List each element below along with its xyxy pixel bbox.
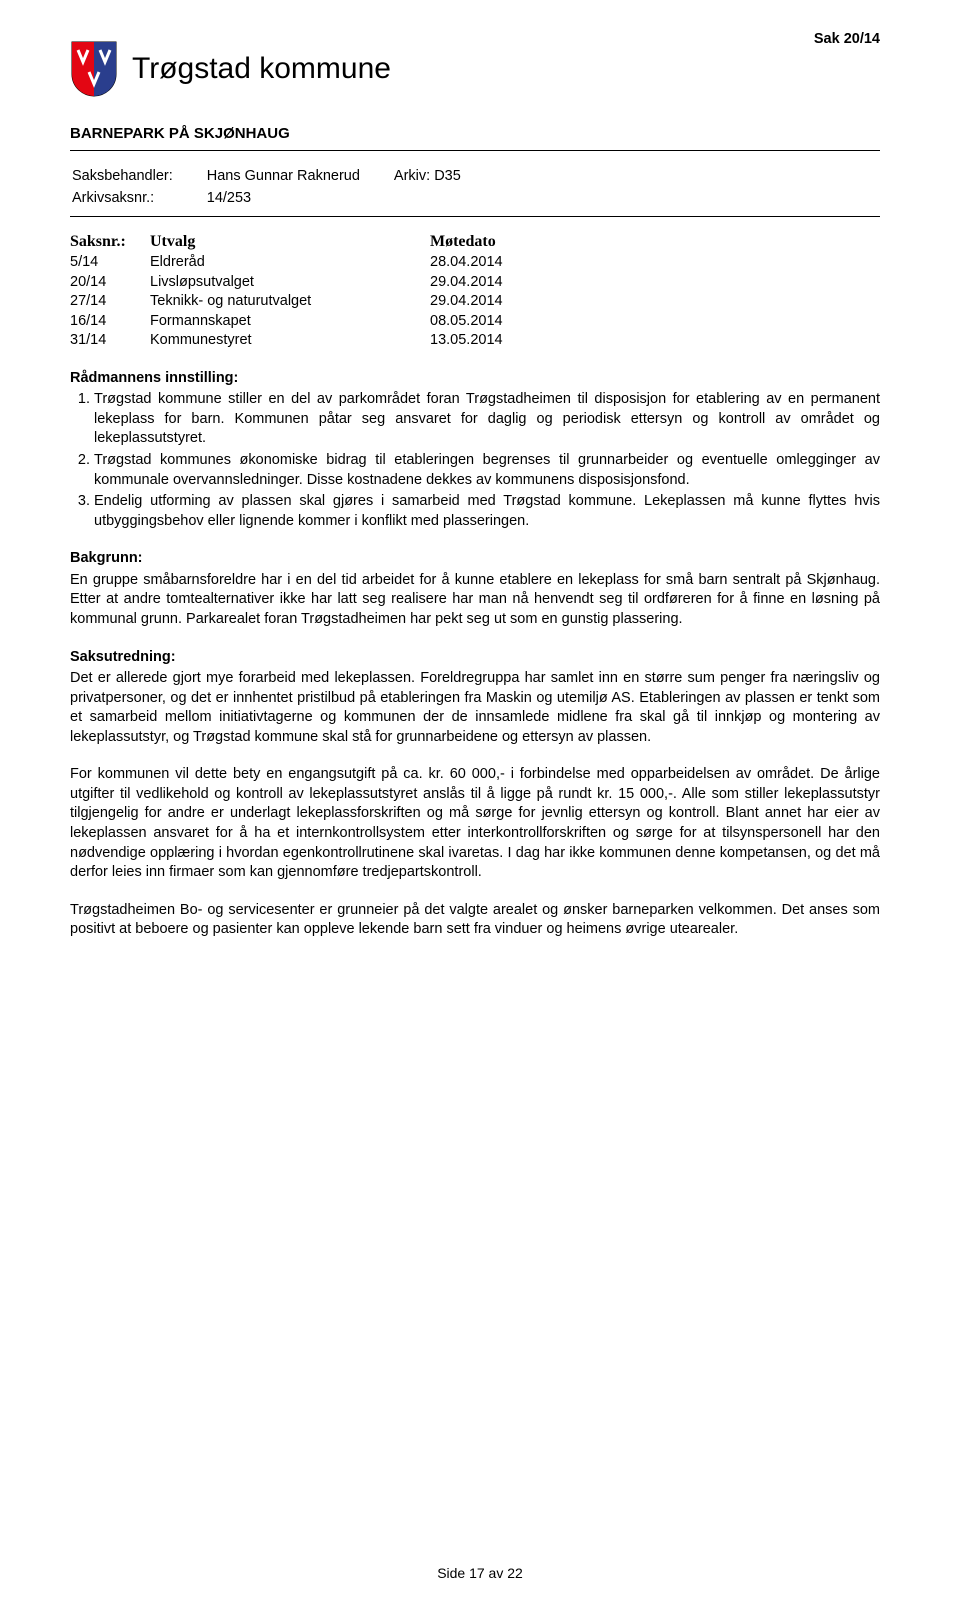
org-name: Trøgstad kommune: [132, 49, 391, 90]
committee-row: 5/14 Eldreråd 28.04.2014: [70, 253, 880, 273]
list-item: Trøgstad kommune stiller en del av parko…: [94, 390, 880, 449]
meta-label: Arkiv: D35: [394, 167, 493, 187]
col-header: Saksnr.:: [70, 231, 150, 253]
col-header: Møtedato: [430, 231, 496, 253]
cell: 28.04.2014: [430, 253, 503, 273]
case-title: BARNEPARK PÅ SKJØNHAUG: [70, 124, 880, 144]
cell: 13.05.2014: [430, 331, 503, 351]
paragraph: Trøgstadheimen Bo- og servicesenter er g…: [70, 901, 880, 940]
cell: Kommunestyret: [150, 331, 430, 351]
cell: 16/14: [70, 312, 150, 332]
divider: [70, 216, 880, 217]
list-item: Endelig utforming av plassen skal gjøres…: [94, 492, 880, 531]
cell: 5/14: [70, 253, 150, 273]
case-reference: Sak 20/14: [814, 30, 880, 50]
cell: Formannskapet: [150, 312, 430, 332]
cell: 20/14: [70, 273, 150, 293]
meta-label: Arkivsaksnr.:: [72, 189, 205, 209]
paragraph: For kommunen vil dette bety en engangsut…: [70, 765, 880, 882]
page-footer: Side 17 av 22: [0, 1564, 960, 1583]
org-header: Trøgstad kommune: [70, 40, 880, 98]
committee-row: 27/14 Teknikk- og naturutvalget 29.04.20…: [70, 292, 880, 312]
committee-row: 16/14 Formannskapet 08.05.2014: [70, 312, 880, 332]
cell: 29.04.2014: [430, 292, 503, 312]
cell: 31/14: [70, 331, 150, 351]
cell: 27/14: [70, 292, 150, 312]
divider: [70, 150, 880, 151]
section-heading: Bakgrunn:: [70, 549, 880, 569]
cell: 29.04.2014: [430, 273, 503, 293]
paragraph: Det er allerede gjort mye forarbeid med …: [70, 669, 880, 747]
meta-value: 14/253: [207, 189, 392, 209]
cell: Teknikk- og naturutvalget: [150, 292, 430, 312]
cell: Eldreråd: [150, 253, 430, 273]
list-item: Trøgstad kommunes økonomiske bidrag til …: [94, 451, 880, 490]
case-meta-table: Saksbehandler: Hans Gunnar Raknerud Arki…: [70, 165, 495, 210]
meta-label: Saksbehandler:: [72, 167, 205, 187]
cell: 08.05.2014: [430, 312, 503, 332]
committee-row: 20/14 Livsløpsutvalget 29.04.2014: [70, 273, 880, 293]
recommendation-list: Trøgstad kommune stiller en del av parko…: [70, 390, 880, 531]
committee-row: 31/14 Kommunestyret 13.05.2014: [70, 331, 880, 351]
col-header: Utvalg: [150, 231, 430, 253]
paragraph: En gruppe småbarnsforeldre har i en del …: [70, 571, 880, 630]
section-heading: Saksutredning:: [70, 648, 880, 668]
section-heading: Rådmannens innstilling:: [70, 369, 880, 389]
municipality-shield-icon: [70, 40, 118, 98]
meta-value: Hans Gunnar Raknerud: [207, 167, 392, 187]
cell: Livsløpsutvalget: [150, 273, 430, 293]
committee-table-header: Saksnr.: Utvalg Møtedato: [70, 231, 880, 253]
